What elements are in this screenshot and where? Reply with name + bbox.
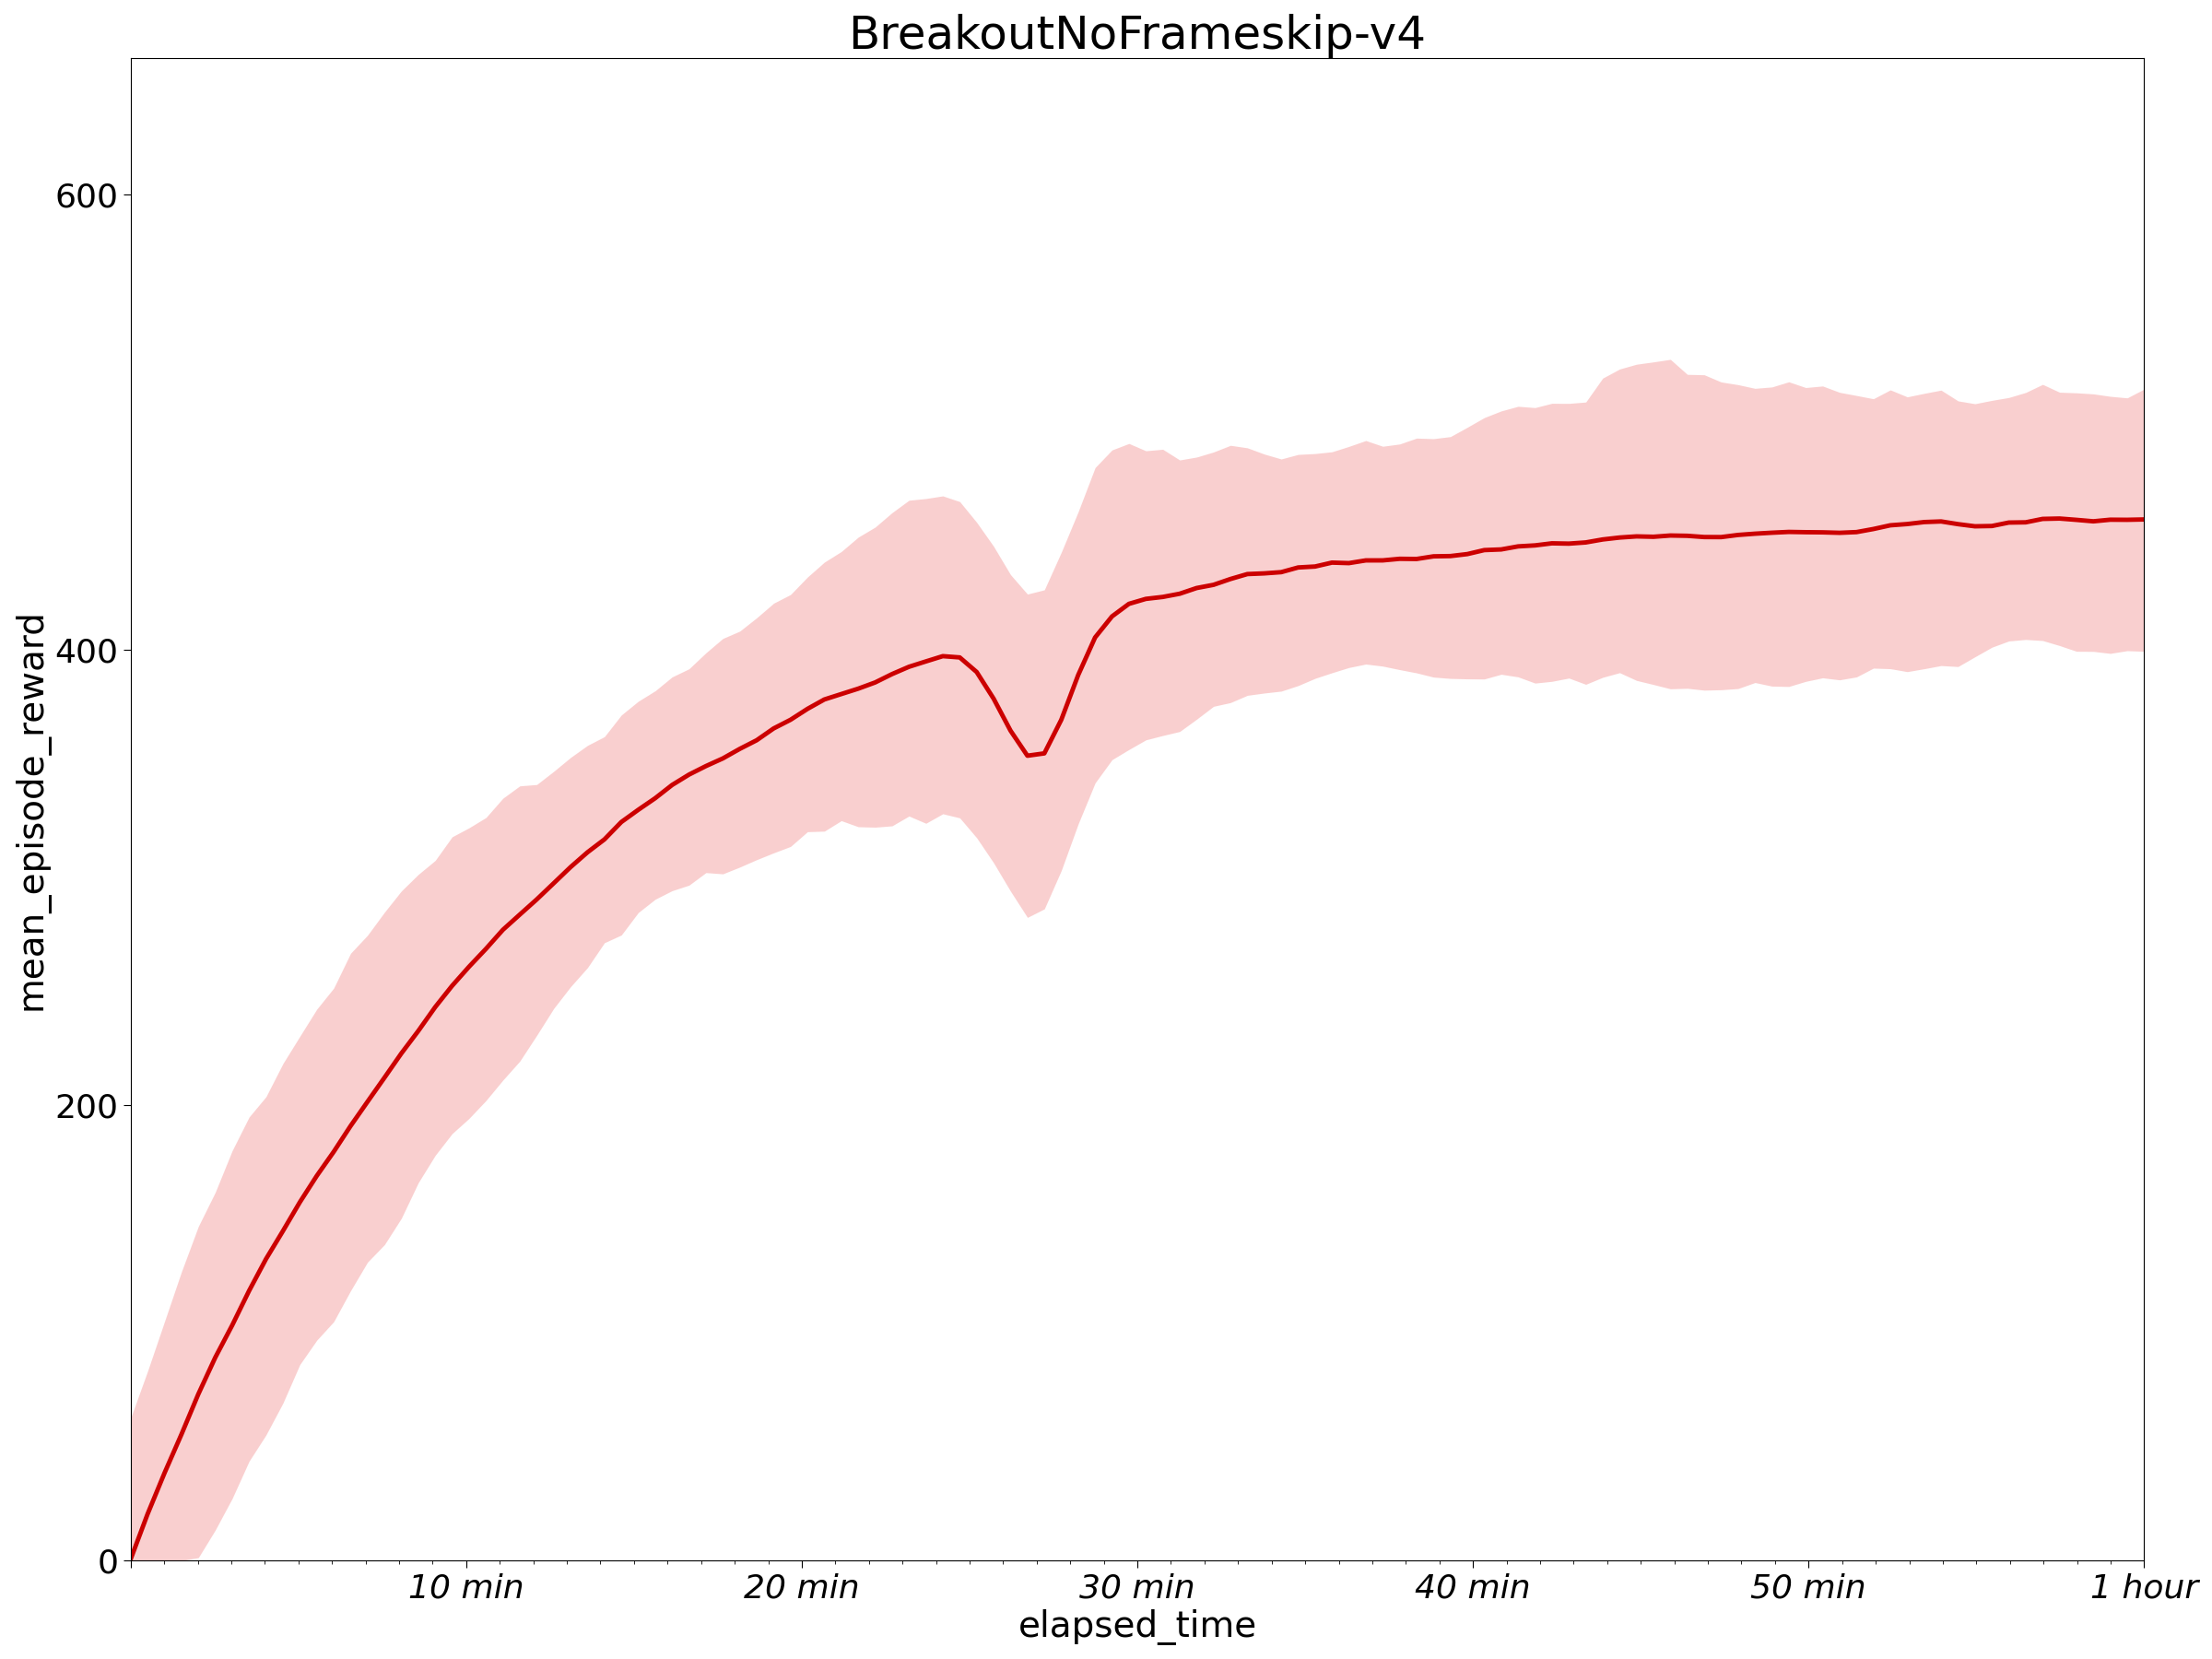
Title: BreakoutNoFrameskip-v4: BreakoutNoFrameskip-v4 xyxy=(849,13,1427,58)
X-axis label: elapsed_time: elapsed_time xyxy=(1018,1609,1256,1646)
Y-axis label: mean_episode_reward: mean_episode_reward xyxy=(13,609,51,1010)
